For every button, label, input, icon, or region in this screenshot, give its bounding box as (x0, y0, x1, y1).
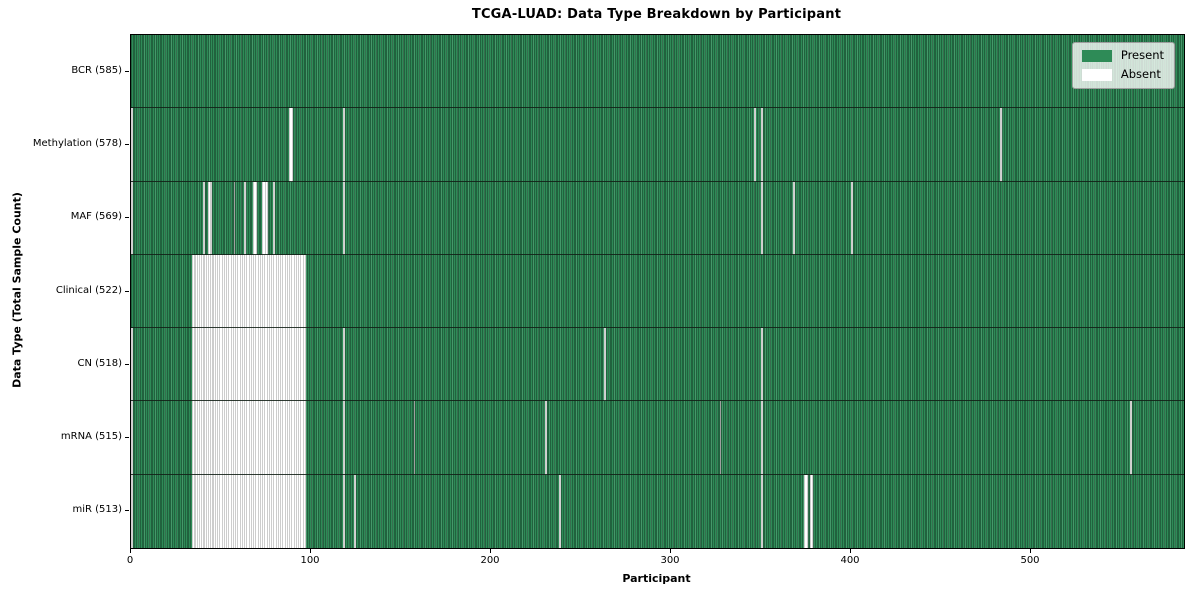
absent-run (131, 108, 133, 182)
absent-run (273, 181, 275, 255)
heatmap-row-Clinical (131, 254, 1184, 329)
row-divider (131, 253, 1184, 255)
absent-run (793, 181, 796, 255)
y-tick-mark (125, 70, 129, 72)
row-divider (131, 107, 1184, 109)
heatmap-row-mRNA (131, 401, 1184, 475)
absent-run (131, 401, 133, 475)
row-divider (131, 400, 1184, 402)
x-tick-mark (670, 549, 671, 553)
absent-run (545, 401, 547, 475)
y-tick-label: Methylation (578) (32, 137, 122, 149)
absent-run (761, 108, 763, 182)
absent-run (343, 108, 346, 182)
absent-run (233, 181, 236, 255)
absent-run (131, 328, 133, 402)
absent-run (354, 474, 356, 548)
x-tick-mark (310, 549, 311, 553)
y-tick-label: MAF (569) (70, 211, 122, 223)
x-tick-mark (490, 549, 491, 553)
y-tick-mark (125, 437, 129, 439)
absent-run (343, 474, 346, 548)
legend: Present Absent (1071, 42, 1175, 89)
absent-run (262, 181, 268, 255)
y-tick-label: Clinical (522) (55, 284, 122, 296)
absent-run (343, 181, 346, 255)
legend-label-absent: Absent (1120, 67, 1161, 82)
legend-label-present: Present (1120, 48, 1164, 63)
absent-run (131, 181, 133, 255)
heatmap-row-miR (131, 474, 1184, 548)
y-tick-label: miR (513) (72, 504, 122, 516)
absent-run (244, 181, 247, 255)
x-tick-label: 100 (300, 555, 320, 566)
absent-run (753, 108, 756, 182)
y-tick-mark (125, 290, 129, 292)
absent-run (761, 328, 763, 402)
heatmap-row-CN (131, 328, 1184, 402)
absent-run (289, 108, 293, 182)
absent-run (192, 328, 306, 402)
present-swatch-icon (1081, 50, 1112, 62)
absent-run (131, 474, 133, 548)
absent-run (804, 474, 808, 548)
heatmap-row-Methylation (131, 108, 1184, 182)
absent-run (343, 401, 346, 475)
x-axis-label: Participant (622, 572, 691, 585)
absent-run (761, 401, 763, 475)
absent-run (203, 181, 205, 255)
absent-run (1130, 401, 1132, 475)
row-divider (131, 327, 1184, 329)
absent-run (1000, 108, 1003, 182)
row-divider (131, 180, 1184, 182)
x-tick-mark (130, 549, 131, 553)
y-tick-label: CN (518) (77, 357, 122, 369)
x-tick-label: 200 (480, 555, 500, 566)
y-tick-label: BCR (585) (71, 64, 122, 76)
legend-item-absent: Absent (1081, 67, 1164, 82)
legend-item-present: Present (1081, 48, 1164, 63)
absent-run (208, 181, 212, 255)
x-tick-label: 500 (1020, 555, 1040, 566)
heatmap-row-MAF (131, 181, 1184, 255)
plot-area: Present Absent (130, 34, 1185, 549)
absent-run (809, 474, 814, 548)
absent-swatch-icon (1081, 69, 1112, 81)
absent-run (719, 401, 722, 475)
y-tick-mark (125, 217, 129, 219)
chart-title: TCGA-LUAD: Data Type Breakdown by Partic… (471, 7, 842, 22)
y-tick-label: mRNA (515) (60, 431, 122, 443)
absent-run (761, 181, 763, 255)
absent-run (343, 328, 346, 402)
absent-run (192, 401, 306, 475)
absent-run (192, 474, 306, 548)
x-tick-mark (1030, 549, 1031, 553)
y-tick-mark (125, 510, 129, 512)
absent-run (559, 474, 562, 548)
heatmap-row-BCR (131, 35, 1184, 109)
row-divider (131, 473, 1184, 475)
absent-run (761, 474, 763, 548)
absent-run (413, 401, 416, 475)
absent-run (253, 181, 257, 255)
absent-run (851, 181, 853, 255)
absent-run (192, 254, 306, 329)
y-tick-mark (125, 363, 129, 365)
x-tick-mark (850, 549, 851, 553)
y-tick-mark (125, 143, 129, 145)
x-tick-label: 400 (840, 555, 860, 566)
absent-run (604, 328, 607, 402)
x-tick-label: 300 (660, 555, 680, 566)
x-tick-label: 0 (126, 555, 134, 566)
